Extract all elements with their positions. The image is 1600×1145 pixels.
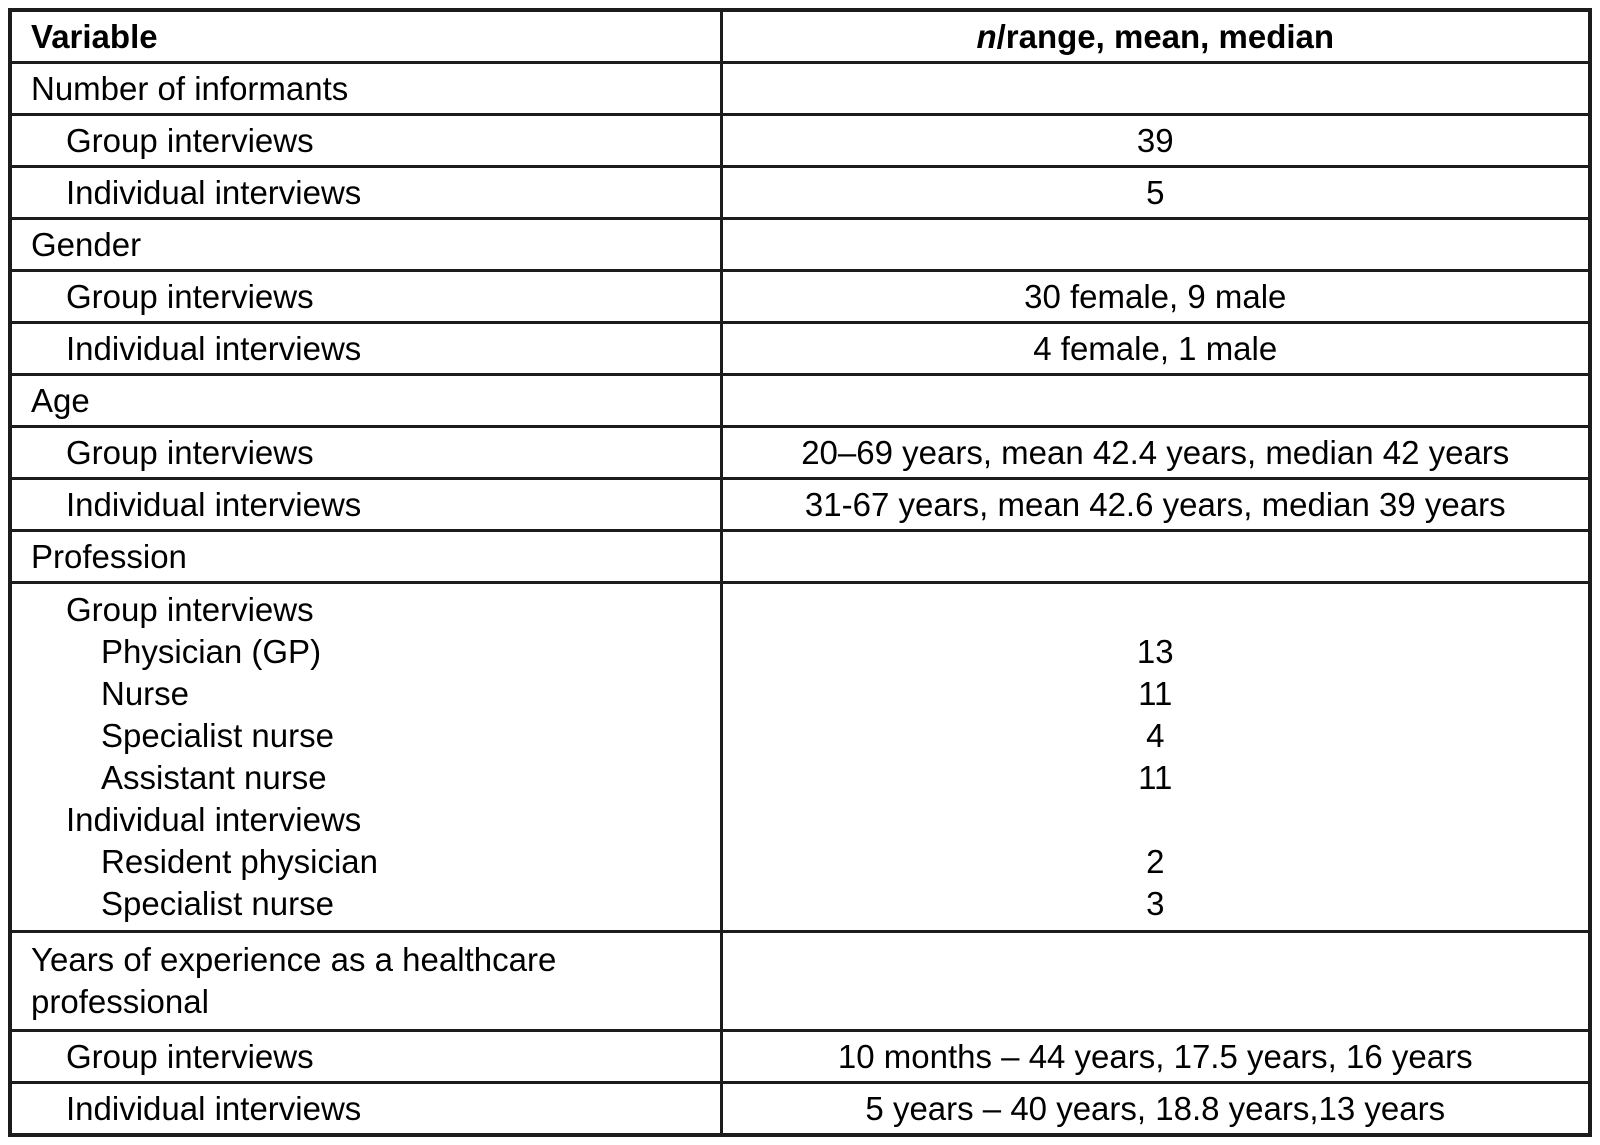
variable-cell: Individual interviews bbox=[8, 321, 723, 376]
variable-cell: Individual interviews bbox=[8, 165, 723, 220]
table-row-years-experience: Years of experience as a healthcare prof… bbox=[8, 930, 1592, 1032]
table-row-profession-breakdown: Group interviews Physician (GP) Nurse Sp… bbox=[8, 581, 1592, 933]
profession-line-value: 4 bbox=[1146, 717, 1165, 754]
variable-cell-multiline: Group interviews Physician (GP) Nurse Sp… bbox=[8, 581, 723, 933]
table-row-gender-individual: Individual interviews 4 female, 1 male bbox=[8, 321, 1592, 376]
variable-cell: Group interviews bbox=[8, 425, 723, 480]
value-cell bbox=[719, 529, 1592, 584]
header-stats-rest: /range, mean, median bbox=[996, 17, 1335, 55]
informants-characteristics-table: Variable n/range, mean, median Number of… bbox=[8, 8, 1592, 1137]
value-cell: 31-67 years, mean 42.6 years, median 39 … bbox=[719, 477, 1592, 532]
value-cell bbox=[719, 61, 1592, 116]
variable-cell: Number of informants bbox=[8, 61, 723, 116]
profession-line-label: Specialist nurse bbox=[101, 885, 334, 922]
table-row-profession: Profession bbox=[8, 529, 1592, 584]
value-cell: 39 bbox=[719, 113, 1592, 168]
profession-line-value: 11 bbox=[1138, 675, 1173, 712]
variable-cell: Group interviews bbox=[8, 113, 723, 168]
table-row-gender: Gender bbox=[8, 217, 1592, 272]
value-cell bbox=[719, 373, 1592, 428]
table-row-experience-group: Group interviews 10 months – 44 years, 1… bbox=[8, 1029, 1592, 1084]
profession-line-value: 13 bbox=[1136, 633, 1174, 670]
profession-line-label: Group interviews bbox=[66, 591, 314, 628]
table-row-age-individual: Individual interviews 31-67 years, mean … bbox=[8, 477, 1592, 532]
variable-cell: Individual interviews bbox=[8, 1081, 723, 1137]
variable-cell: Age bbox=[8, 373, 723, 428]
value-cell bbox=[719, 930, 1592, 1032]
variable-cell: Individual interviews bbox=[8, 477, 723, 532]
profession-line-value: 3 bbox=[1146, 885, 1165, 922]
profession-line-label: Assistant nurse bbox=[101, 759, 327, 796]
profession-line-label: Resident physician bbox=[101, 843, 378, 880]
table-row-group-interviews-count: Group interviews 39 bbox=[8, 113, 1592, 168]
profession-line-value: 2 bbox=[1146, 843, 1165, 880]
profession-line-label: Specialist nurse bbox=[101, 717, 334, 754]
variable-cell: Profession bbox=[8, 529, 723, 584]
column-header-stats: n/range, mean, median bbox=[719, 8, 1592, 64]
profession-line-label: Nurse bbox=[101, 675, 190, 712]
variable-cell: Years of experience as a healthcare prof… bbox=[8, 930, 723, 1032]
table-row-individual-interviews-count: Individual interviews 5 bbox=[8, 165, 1592, 220]
header-row: Variable n/range, mean, median bbox=[8, 8, 1592, 64]
profession-line-label: Individual interviews bbox=[66, 801, 362, 838]
variable-cell: Group interviews bbox=[8, 269, 723, 324]
profession-line-value bbox=[723, 589, 1589, 631]
value-cell: 30 female, 9 male bbox=[719, 269, 1592, 324]
value-cell: 20–69 years, mean 42.4 years, median 42 … bbox=[719, 425, 1592, 480]
value-cell-multiline: 13 11 4 11 2 3 bbox=[719, 581, 1592, 933]
header-n-italic: n bbox=[976, 17, 997, 55]
value-cell: 10 months – 44 years, 17.5 years, 16 yea… bbox=[719, 1029, 1592, 1084]
value-cell bbox=[719, 217, 1592, 272]
table-row-gender-group: Group interviews 30 female, 9 male bbox=[8, 269, 1592, 324]
value-cell: 5 years – 40 years, 18.8 years,13 years bbox=[719, 1081, 1592, 1137]
variable-cell: Group interviews bbox=[8, 1029, 723, 1084]
table-row-age-group: Group interviews 20–69 years, mean 42.4 … bbox=[8, 425, 1592, 480]
variable-cell: Gender bbox=[8, 217, 723, 272]
table-row-age: Age bbox=[8, 373, 1592, 428]
value-cell: 4 female, 1 male bbox=[719, 321, 1592, 376]
profession-line-value bbox=[723, 799, 1589, 841]
table-row-experience-individual: Individual interviews 5 years – 40 years… bbox=[8, 1081, 1592, 1137]
profession-line-label: Physician (GP) bbox=[101, 633, 322, 670]
profession-line-value: 11 bbox=[1138, 759, 1173, 796]
value-cell: 5 bbox=[719, 165, 1592, 220]
column-header-variable: Variable bbox=[8, 8, 723, 64]
table-row-number-of-informants: Number of informants bbox=[8, 61, 1592, 116]
